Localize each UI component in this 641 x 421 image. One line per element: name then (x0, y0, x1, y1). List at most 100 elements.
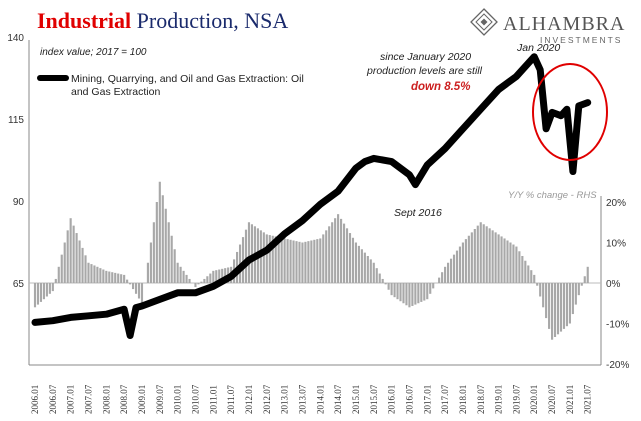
yoy-bar (120, 274, 123, 283)
yoy-bar (559, 283, 563, 332)
yoy-bar (149, 242, 152, 283)
yoy-bar (325, 230, 328, 283)
yoy-bar (527, 265, 530, 283)
yoy-bar (363, 252, 366, 283)
yoy-bar (307, 241, 310, 283)
yoy-bar (482, 224, 485, 283)
yoy-bar (506, 240, 509, 283)
yoy-bar (354, 242, 358, 283)
yoy-bar (488, 228, 491, 283)
brand-emblem-icon (470, 8, 498, 36)
yoy-bar (455, 250, 459, 283)
yoy-bar (473, 229, 476, 283)
yoy-bar (105, 270, 108, 283)
left-tick-label: 90 (13, 197, 25, 208)
yoy-bar (158, 181, 161, 283)
x-tick-label: 2010.01 (173, 385, 183, 414)
x-tick-label: 2007.01 (66, 385, 76, 414)
yoy-bar (164, 208, 167, 283)
index-note: index value; 2017 = 100 (40, 47, 147, 58)
x-tick-label: 2016.01 (387, 385, 397, 414)
x-tick-label: 2011.01 (208, 385, 218, 414)
left-tick-label: 115 (8, 115, 24, 126)
yoy-bar (548, 283, 551, 329)
yoy-bar (295, 241, 298, 283)
yoy-bar (298, 241, 301, 283)
yoy-bar (36, 283, 40, 305)
yoy-bar (146, 262, 149, 283)
yoy-bar (360, 249, 363, 283)
yoy-bar (378, 273, 381, 283)
yoy-bar (393, 283, 396, 298)
yoy-bar (265, 234, 268, 283)
yoy-bar (348, 233, 352, 283)
axis-ticks: 65 90 115 140 20% 10% 0% -10% -20% 2006.01 2006.07… (7, 33, 629, 414)
x-tick-label: 2019.01 (494, 385, 504, 414)
yoy-bar (155, 202, 158, 283)
yoy-bar (381, 278, 384, 283)
yoy-bar (351, 237, 355, 283)
yoy-bar (411, 283, 414, 306)
yoy-bar (458, 246, 462, 283)
x-tick-label: 2021.07 (583, 384, 593, 414)
yoy-bar (215, 270, 218, 283)
highlight-circle (532, 63, 608, 161)
yoy-bar (337, 214, 340, 283)
yoy-bar (408, 283, 411, 308)
right-tick-label: 0% (606, 279, 621, 290)
yoy-bar (131, 283, 135, 290)
yoy-bar (111, 272, 114, 283)
yoy-bar (42, 283, 45, 300)
legend-label-line1: Mining, Quarrying, and Oil and Gas Extra… (71, 73, 304, 85)
x-tick-label: 2012.01 (244, 385, 254, 414)
yoy-bars (33, 181, 589, 340)
yoy-bar (48, 283, 51, 294)
yoy-bar (446, 262, 450, 283)
yoy-bar (556, 283, 560, 335)
yoy-bar (206, 276, 209, 283)
yoy-bar (33, 283, 37, 308)
x-tick-label: 2011.07 (226, 385, 236, 414)
yoy-bar (200, 281, 203, 283)
yoy-bar (449, 258, 453, 283)
yoy-bar (197, 283, 200, 285)
yoy-bar (470, 232, 473, 283)
yoy-bar (221, 268, 224, 283)
right-tick-label: -20% (606, 360, 629, 371)
annotation-since-line1: since January 2020 (380, 51, 471, 63)
yoy-bar (485, 226, 488, 283)
yoy-bar (129, 283, 132, 285)
yoy-bar (274, 236, 277, 283)
series-line (31, 53, 592, 339)
yoy-bar (586, 266, 589, 283)
yoy-bar (63, 242, 66, 283)
yoy-bar (515, 246, 518, 283)
yoy-bar (461, 242, 464, 283)
yoy-bar (292, 240, 295, 283)
yoy-bar (57, 266, 60, 283)
yoy-bar (182, 270, 185, 283)
x-tick-label: 2006.01 (30, 385, 40, 414)
yoy-bar (262, 232, 265, 283)
yoy-bar (530, 270, 533, 283)
yoy-bar (432, 283, 435, 289)
x-tick-label: 2019.07 (511, 384, 521, 414)
yoy-bar (331, 222, 334, 283)
yoy-bar (194, 283, 197, 288)
chart-title-part1: Industrial (37, 8, 131, 33)
yoy-bar (396, 283, 399, 300)
yoy-bar (426, 283, 429, 300)
yoy-bar (542, 283, 545, 308)
left-tick-label: 140 (7, 33, 24, 44)
yoy-bar (93, 265, 96, 283)
x-tick-label: 2021.01 (565, 385, 575, 414)
yoy-bar (536, 283, 539, 286)
right-tick-label: 20% (606, 198, 626, 209)
yoy-bar (369, 259, 372, 283)
x-tick-label: 2013.07 (297, 384, 307, 414)
yoy-bar (533, 274, 536, 283)
yoy-bar (417, 283, 420, 304)
yoy-bar (72, 225, 75, 283)
yoy-bar (375, 268, 378, 283)
